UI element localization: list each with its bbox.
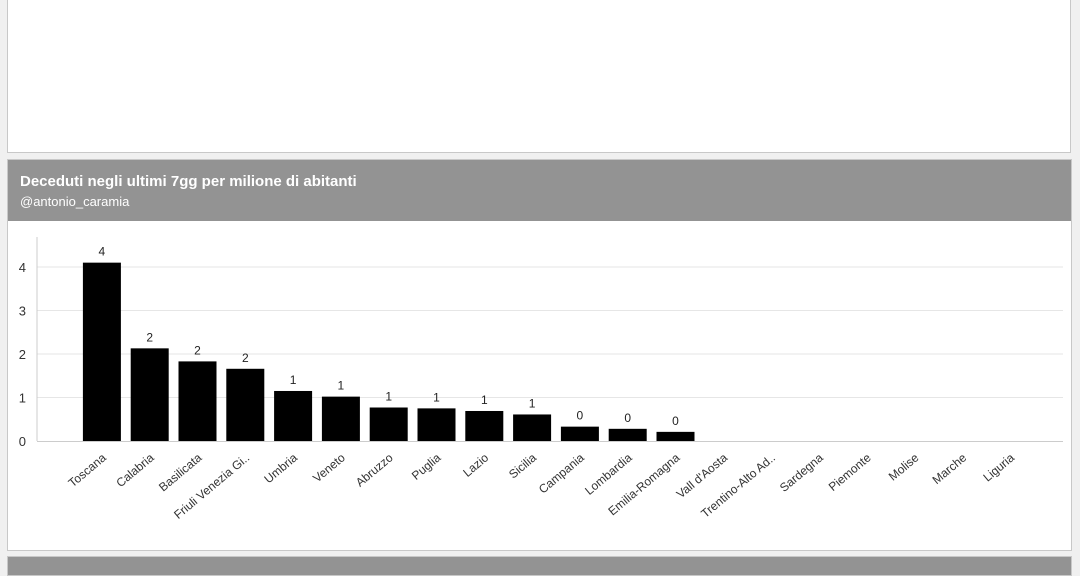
data-label: 1 [385,390,392,404]
bar [513,414,552,441]
y-tick-label: 4 [19,260,26,275]
bar [608,428,647,441]
bar-chart: 012344Toscana2Calabria2Basilicata2Friuli… [19,237,1063,522]
x-tick-label: Campania [536,450,587,496]
chart-panel-header: Deceduti negli ultimi 7gg per milione di… [8,160,1071,221]
y-tick-label: 0 [19,434,26,449]
data-label: 0 [672,414,679,428]
x-tick-label: Sardegna [777,450,826,494]
y-tick-label: 3 [19,304,26,319]
chart-subtitle: @antonio_caramia [20,194,130,209]
data-label: 1 [290,373,297,387]
top-panel [7,0,1071,153]
data-label: 0 [624,411,631,425]
x-tick-label: Lazio [460,450,491,479]
data-label: 2 [146,330,153,344]
data-label: 1 [529,396,536,410]
bar [321,396,360,441]
x-tick-label: Marche [930,450,970,487]
data-label: 1 [338,379,345,393]
x-tick-label: Abruzzo [353,450,396,489]
bar [656,431,695,441]
bar [560,426,599,441]
bar [465,410,504,441]
bar [178,361,217,441]
bar [226,368,265,441]
data-label: 1 [481,393,488,407]
x-tick-label: Calabria [113,450,156,490]
bar [82,262,121,441]
x-tick-label: Puglia [409,450,444,482]
x-tick-label: Sicilia [506,450,539,481]
x-tick-label: Veneto [310,450,348,485]
bottom-panel [7,556,1072,576]
data-label: 1 [433,390,440,404]
x-tick-label: Piemonte [826,450,874,494]
y-tick-label: 1 [19,391,26,406]
chart-body: 0 1 2 3 4 4 Toscana 2 Calabria 2 Basilicata 2 Friuli… [8,221,1071,550]
x-tick-label: Basilicata [156,450,205,494]
y-tick-label: 2 [19,347,26,362]
x-tick-label: Toscana [66,450,109,490]
bar [130,348,169,441]
bar [274,390,313,441]
x-tick-label: Molise [886,450,922,483]
data-label: 0 [577,409,584,423]
data-label: 2 [194,343,201,357]
bar [369,407,408,441]
chart-panel: Deceduti negli ultimi 7gg per milione di… [7,159,1072,551]
bar [417,408,456,441]
chart-title: Deceduti negli ultimi 7gg per milione di… [20,173,357,190]
x-tick-label: Liguria [980,450,1017,484]
data-label: 4 [99,245,106,259]
data-label: 2 [242,351,249,365]
x-tick-label: Umbria [261,450,300,486]
